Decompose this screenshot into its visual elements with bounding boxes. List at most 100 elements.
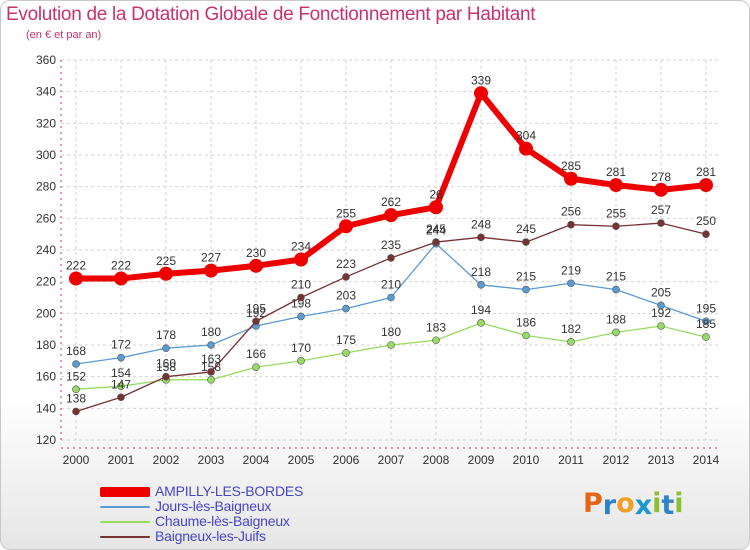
data-label: 219: [561, 263, 581, 277]
data-point: [429, 200, 443, 215]
data-point: [654, 182, 668, 197]
data-label: 168: [66, 344, 86, 358]
data-label: 183: [426, 320, 446, 334]
data-point: [612, 285, 620, 294]
data-point: [117, 353, 125, 362]
logo-letter: t: [661, 490, 675, 521]
chart-subtitle: (en € et par an): [26, 29, 102, 41]
x-tick-label: 2000: [63, 453, 90, 467]
data-label: 215: [606, 270, 626, 284]
x-tick-label: 2005: [288, 453, 315, 467]
data-label: 215: [516, 270, 536, 284]
data-point: [474, 86, 488, 101]
x-tick-label: 2001: [108, 453, 135, 467]
data-label: 166: [246, 347, 266, 361]
data-point: [72, 407, 80, 416]
x-tick-label: 2002: [153, 453, 180, 467]
y-tick-label: 160: [36, 370, 56, 384]
x-tick-label: 2004: [243, 453, 270, 467]
data-point: [657, 322, 665, 330]
legend-swatch: [100, 487, 150, 497]
data-point: [657, 219, 665, 227]
data-label: 262: [381, 195, 401, 209]
data-point: [252, 317, 260, 326]
data-point: [117, 382, 125, 390]
data-point: [387, 293, 395, 302]
data-point: [702, 333, 710, 341]
y-tick-label: 200: [36, 306, 56, 320]
data-point: [477, 281, 485, 289]
data-label: 245: [516, 222, 536, 236]
data-label: 234: [291, 240, 311, 254]
data-label: 158: [156, 360, 176, 374]
data-point: [477, 319, 485, 327]
data-label: 210: [381, 278, 401, 292]
data-label: 210: [291, 278, 311, 292]
data-label: 182: [561, 322, 581, 336]
x-tick-label: 2011: [558, 453, 584, 467]
chart-title: Evolution de la Dotation Globale de Fonc…: [6, 4, 536, 25]
data-label: 192: [651, 306, 671, 320]
data-label: 154: [111, 366, 131, 380]
data-point: [72, 360, 80, 368]
data-label: 225: [156, 254, 176, 268]
proxiti-logo: Proxiti: [583, 488, 684, 521]
logo-letter: o: [616, 488, 635, 519]
data-point: [162, 344, 170, 352]
data-label: 170: [291, 341, 311, 355]
data-label: 285: [561, 159, 581, 173]
data-point: [117, 393, 125, 402]
x-tick-label: 2010: [513, 453, 540, 467]
legend-label: AMPILLY-LES-BORDES: [155, 483, 304, 499]
x-tick-label: 2007: [378, 453, 405, 467]
legend-label: Chaume-lès-Baigneux: [155, 513, 290, 529]
data-point: [522, 238, 530, 246]
data-point: [477, 233, 485, 242]
data-label: 205: [651, 285, 671, 299]
data-label: 230: [246, 246, 266, 260]
data-point: [159, 266, 173, 281]
y-tick-label: 360: [36, 53, 56, 67]
data-label: 160: [156, 357, 176, 371]
data-label: 180: [381, 325, 401, 339]
logo-letter: P: [583, 488, 603, 519]
data-point: [207, 368, 215, 376]
data-point: [432, 336, 440, 345]
data-point: [294, 252, 308, 267]
data-label: 304: [516, 129, 536, 143]
data-label: 192: [246, 306, 266, 320]
x-tick-label: 2003: [198, 453, 225, 467]
data-point: [567, 279, 575, 288]
x-tick-label: 2006: [333, 453, 360, 467]
data-label: 255: [606, 206, 626, 220]
data-label: 152: [66, 369, 86, 383]
x-tick-label: 2014: [693, 453, 720, 467]
data-label: 186: [516, 316, 536, 330]
logo-letter: r: [602, 490, 617, 521]
data-point: [249, 258, 263, 273]
data-label: 281: [606, 165, 626, 179]
data-label: 195: [696, 301, 716, 315]
x-tick-label: 2008: [423, 453, 450, 467]
legend-label: Jours-lès-Baigneux: [155, 498, 272, 514]
data-point: [114, 271, 128, 286]
data-label: 223: [336, 257, 356, 271]
data-label: 172: [111, 338, 131, 352]
data-point: [252, 363, 260, 371]
data-point: [564, 171, 578, 186]
logo-letter: x: [634, 490, 653, 521]
data-point: [387, 254, 395, 262]
y-tick-label: 320: [36, 116, 56, 130]
logo-letter: i: [674, 488, 684, 519]
data-label: 26: [429, 187, 443, 201]
data-point: [522, 331, 530, 340]
y-tick-label: 140: [36, 401, 56, 415]
data-label: 245: [426, 222, 446, 236]
data-label: 158: [201, 360, 221, 374]
data-label: 178: [156, 328, 176, 342]
data-label: 222: [111, 259, 131, 273]
data-label: 163: [201, 352, 221, 366]
data-point: [384, 208, 398, 223]
data-label: 188: [606, 312, 626, 326]
